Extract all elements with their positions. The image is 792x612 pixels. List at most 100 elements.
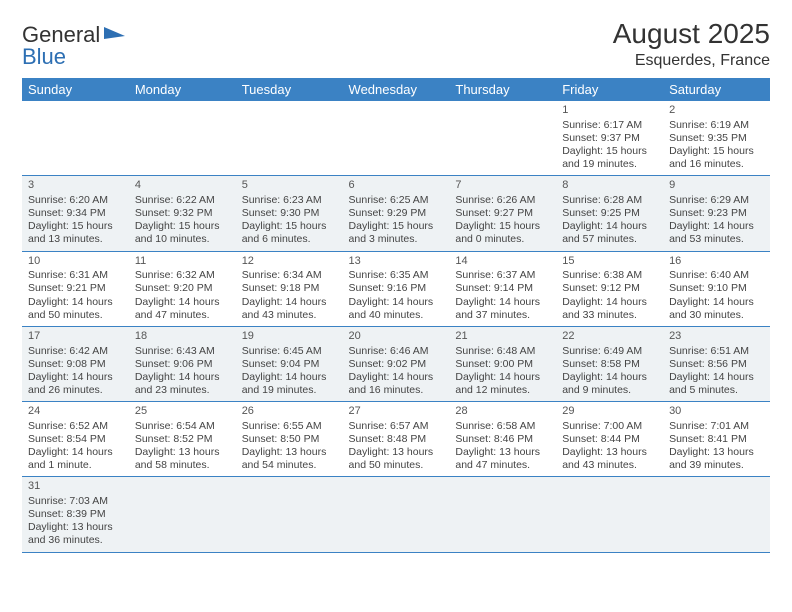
day-number: 10 bbox=[28, 255, 123, 269]
calendar-day-cell bbox=[343, 477, 450, 552]
calendar-day-cell: 22Sunrise: 6:49 AMSunset: 8:58 PMDayligh… bbox=[556, 326, 663, 401]
sunset-line: Sunset: 8:39 PM bbox=[28, 508, 123, 521]
daylight-line: Daylight: 14 hours and 50 minutes. bbox=[28, 296, 123, 322]
sunset-line: Sunset: 9:12 PM bbox=[562, 282, 657, 295]
sunset-line: Sunset: 9:30 PM bbox=[242, 207, 337, 220]
sunset-line: Sunset: 8:58 PM bbox=[562, 358, 657, 371]
calendar-day-cell: 16Sunrise: 6:40 AMSunset: 9:10 PMDayligh… bbox=[663, 251, 770, 326]
calendar-day-cell bbox=[22, 101, 129, 176]
daylight-line: Daylight: 15 hours and 3 minutes. bbox=[349, 220, 444, 246]
sunrise-line: Sunrise: 6:22 AM bbox=[135, 194, 230, 207]
day-number: 8 bbox=[562, 179, 657, 193]
daylight-line: Daylight: 15 hours and 10 minutes. bbox=[135, 220, 230, 246]
daylight-line: Daylight: 13 hours and 43 minutes. bbox=[562, 446, 657, 472]
day-number: 5 bbox=[242, 179, 337, 193]
page-header: GeneralBlue August 2025 Esquerdes, Franc… bbox=[22, 18, 770, 70]
daylight-line: Daylight: 14 hours and 30 minutes. bbox=[669, 296, 764, 322]
calendar-week-row: 24Sunrise: 6:52 AMSunset: 8:54 PMDayligh… bbox=[22, 402, 770, 477]
sunrise-line: Sunrise: 6:19 AM bbox=[669, 119, 764, 132]
day-number: 15 bbox=[562, 255, 657, 269]
calendar-day-cell bbox=[449, 101, 556, 176]
calendar-day-cell: 2Sunrise: 6:19 AMSunset: 9:35 PMDaylight… bbox=[663, 101, 770, 176]
day-number: 22 bbox=[562, 330, 657, 344]
calendar-day-cell bbox=[236, 101, 343, 176]
logo-word2: Blue bbox=[22, 44, 66, 69]
day-number: 31 bbox=[28, 480, 123, 494]
daylight-line: Daylight: 15 hours and 16 minutes. bbox=[669, 145, 764, 171]
daylight-line: Daylight: 13 hours and 47 minutes. bbox=[455, 446, 550, 472]
day-number: 25 bbox=[135, 405, 230, 419]
sunrise-line: Sunrise: 6:55 AM bbox=[242, 420, 337, 433]
sunset-line: Sunset: 9:32 PM bbox=[135, 207, 230, 220]
calendar-day-cell: 14Sunrise: 6:37 AMSunset: 9:14 PMDayligh… bbox=[449, 251, 556, 326]
sunset-line: Sunset: 8:54 PM bbox=[28, 433, 123, 446]
sunset-line: Sunset: 9:29 PM bbox=[349, 207, 444, 220]
calendar-day-cell: 12Sunrise: 6:34 AMSunset: 9:18 PMDayligh… bbox=[236, 251, 343, 326]
calendar-day-cell: 26Sunrise: 6:55 AMSunset: 8:50 PMDayligh… bbox=[236, 402, 343, 477]
sunrise-line: Sunrise: 6:57 AM bbox=[349, 420, 444, 433]
daylight-line: Daylight: 14 hours and 9 minutes. bbox=[562, 371, 657, 397]
flag-icon bbox=[103, 22, 127, 44]
day-number: 13 bbox=[349, 255, 444, 269]
daylight-line: Daylight: 15 hours and 0 minutes. bbox=[455, 220, 550, 246]
calendar-day-cell bbox=[236, 477, 343, 552]
day-number: 1 bbox=[562, 104, 657, 118]
calendar-day-cell bbox=[343, 101, 450, 176]
calendar-week-row: 1Sunrise: 6:17 AMSunset: 9:37 PM Daylight… bbox=[22, 101, 770, 176]
sunset-line: Sunset: 9:20 PM bbox=[135, 282, 230, 295]
sunrise-line: Sunrise: 6:17 AM bbox=[562, 119, 657, 132]
day-number: 12 bbox=[242, 255, 337, 269]
calendar-day-cell: 24Sunrise: 6:52 AMSunset: 8:54 PMDayligh… bbox=[22, 402, 129, 477]
sunset-line: Sunset: 8:48 PM bbox=[349, 433, 444, 446]
sunset-line: Sunset: 9:06 PM bbox=[135, 358, 230, 371]
calendar-day-cell: 27Sunrise: 6:57 AMSunset: 8:48 PMDayligh… bbox=[343, 402, 450, 477]
sunset-line: Sunset: 9:37 PM bbox=[562, 132, 657, 145]
sunrise-line: Sunrise: 6:40 AM bbox=[669, 269, 764, 282]
calendar-day-cell: 30Sunrise: 7:01 AMSunset: 8:41 PMDayligh… bbox=[663, 402, 770, 477]
sunset-line: Sunset: 9:14 PM bbox=[455, 282, 550, 295]
calendar-day-cell bbox=[556, 477, 663, 552]
calendar-day-cell: 13Sunrise: 6:35 AMSunset: 9:16 PMDayligh… bbox=[343, 251, 450, 326]
calendar-day-cell: 5Sunrise: 6:23 AMSunset: 9:30 PMDaylight… bbox=[236, 176, 343, 251]
calendar-day-cell: 31Sunrise: 7:03 AMSunset: 8:39 PMDayligh… bbox=[22, 477, 129, 552]
calendar-day-cell: 21Sunrise: 6:48 AMSunset: 9:00 PMDayligh… bbox=[449, 326, 556, 401]
sunrise-line: Sunrise: 6:45 AM bbox=[242, 345, 337, 358]
sunset-line: Sunset: 8:50 PM bbox=[242, 433, 337, 446]
sunrise-line: Sunrise: 6:38 AM bbox=[562, 269, 657, 282]
day-number: 7 bbox=[455, 179, 550, 193]
day-number: 29 bbox=[562, 405, 657, 419]
daylight-line: Daylight: 14 hours and 5 minutes. bbox=[669, 371, 764, 397]
daylight-line: Daylight: 14 hours and 1 minute. bbox=[28, 446, 123, 472]
daylight-line: Daylight: 14 hours and 33 minutes. bbox=[562, 296, 657, 322]
calendar-day-cell: 11Sunrise: 6:32 AMSunset: 9:20 PMDayligh… bbox=[129, 251, 236, 326]
sunrise-line: Sunrise: 6:20 AM bbox=[28, 194, 123, 207]
day-header: Thursday bbox=[449, 78, 556, 101]
sunrise-line: Sunrise: 6:37 AM bbox=[455, 269, 550, 282]
calendar-week-row: 3Sunrise: 6:20 AMSunset: 9:34 PMDaylight… bbox=[22, 176, 770, 251]
calendar-header-row: Sunday Monday Tuesday Wednesday Thursday… bbox=[22, 78, 770, 101]
sunset-line: Sunset: 9:16 PM bbox=[349, 282, 444, 295]
daylight-line: Daylight: 14 hours and 37 minutes. bbox=[455, 296, 550, 322]
day-number: 9 bbox=[669, 179, 764, 193]
sunrise-line: Sunrise: 6:42 AM bbox=[28, 345, 123, 358]
sunset-line: Sunset: 8:46 PM bbox=[455, 433, 550, 446]
calendar-day-cell: 8Sunrise: 6:28 AMSunset: 9:25 PMDaylight… bbox=[556, 176, 663, 251]
sunset-line: Sunset: 9:04 PM bbox=[242, 358, 337, 371]
day-number: 6 bbox=[349, 179, 444, 193]
day-number: 17 bbox=[28, 330, 123, 344]
calendar-day-cell: 6Sunrise: 6:25 AMSunset: 9:29 PMDaylight… bbox=[343, 176, 450, 251]
daylight-line: Daylight: 14 hours and 43 minutes. bbox=[242, 296, 337, 322]
daylight-line: Daylight: 14 hours and 40 minutes. bbox=[349, 296, 444, 322]
day-header: Monday bbox=[129, 78, 236, 101]
calendar-day-cell: 7Sunrise: 6:26 AMSunset: 9:27 PMDaylight… bbox=[449, 176, 556, 251]
calendar-week-row: 10Sunrise: 6:31 AMSunset: 9:21 PMDayligh… bbox=[22, 251, 770, 326]
sunset-line: Sunset: 9:08 PM bbox=[28, 358, 123, 371]
day-number: 16 bbox=[669, 255, 764, 269]
sunset-line: Sunset: 9:21 PM bbox=[28, 282, 123, 295]
day-header: Friday bbox=[556, 78, 663, 101]
day-number: 11 bbox=[135, 255, 230, 269]
calendar-day-cell: 18Sunrise: 6:43 AMSunset: 9:06 PMDayligh… bbox=[129, 326, 236, 401]
page-title: August 2025 bbox=[613, 18, 770, 50]
sunrise-line: Sunrise: 6:23 AM bbox=[242, 194, 337, 207]
daylight-line: Daylight: 14 hours and 23 minutes. bbox=[135, 371, 230, 397]
